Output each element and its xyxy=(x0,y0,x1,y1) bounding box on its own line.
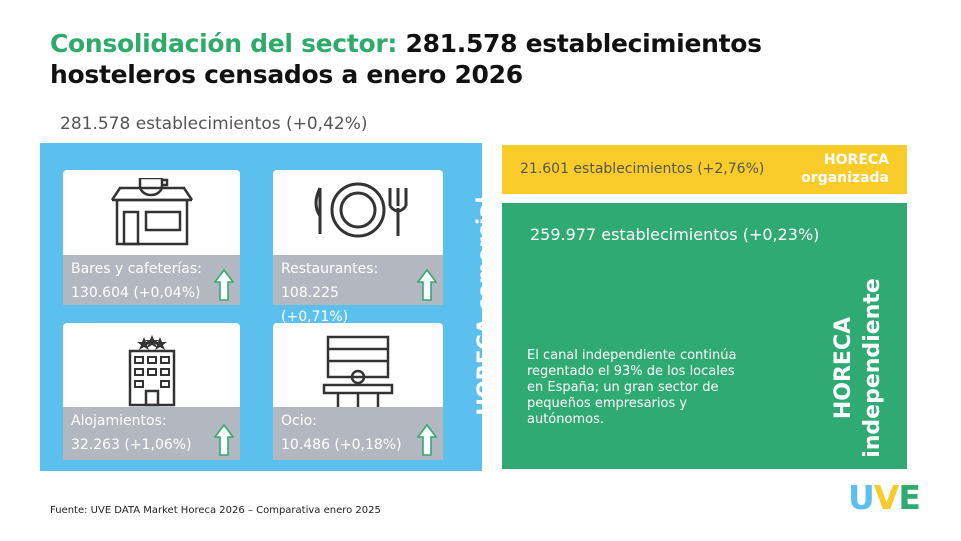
organizada-value: 21.601 establecimientos (+2,76%) xyxy=(520,161,765,177)
total: 281.578 establecimientos (+0,42%) xyxy=(60,114,368,134)
up-arrow xyxy=(417,269,437,301)
independiente-note: El canal independiente continúa regentad… xyxy=(527,348,737,427)
category-card: Bares y cafeterías: 130.604 (+0,04%) xyxy=(63,170,240,305)
independiente-label-line: HORECA xyxy=(831,316,856,420)
independiente-label: HORECA independiente xyxy=(829,253,889,483)
organizada-label-line: organizada xyxy=(801,170,889,186)
independiente-label-line: independiente xyxy=(860,278,885,458)
title-highlight: Consolidación del sector: xyxy=(50,29,398,58)
category-label-box: Ocio: 10.486 (+0,18%) xyxy=(273,407,418,460)
category-value: 10.486 (+0,18%) xyxy=(281,437,402,453)
category-icon xyxy=(314,182,408,238)
category-value: 32.263 (+1,06%) xyxy=(71,437,192,453)
category-value: 108.225 (+0,71%) xyxy=(281,285,349,325)
category-label: Bares y cafeterías: xyxy=(71,261,202,277)
up-arrow xyxy=(214,424,234,456)
logo-letter: E xyxy=(898,478,921,517)
category-card: Ocio: 10.486 (+0,18%) xyxy=(273,323,443,460)
source: Fuente: UVE DATA Market Horeca 2026 – Co… xyxy=(50,505,381,516)
independiente-value: 259.977 establecimientos (+0,23%) xyxy=(530,225,820,244)
category-label: Ocio: xyxy=(281,413,317,429)
comercial-label: HORECA comercial xyxy=(473,196,497,416)
category-icon xyxy=(128,335,175,407)
category-card: Alojamientos: 32.263 (+1,06%) xyxy=(63,323,240,460)
title: Consolidación del sector: 281.578 establ… xyxy=(50,28,910,90)
logo-letter: V xyxy=(873,478,900,517)
independiente-panel: 259.977 establecimientos (+0,23%) El can… xyxy=(502,203,907,469)
category-icon xyxy=(322,335,394,407)
category-icon xyxy=(110,178,193,246)
category-label: Restaurantes: xyxy=(281,261,379,277)
category-label-box: Bares y cafeterías: 130.604 (+0,04%) xyxy=(63,255,215,305)
organizada-label: HORECA organizada xyxy=(801,151,889,187)
title-rest: 281.578 establecimientos hosteleros cens… xyxy=(50,29,762,89)
category-value: 130.604 (+0,04%) xyxy=(71,285,201,301)
up-arrow xyxy=(417,424,437,456)
organizada-label-line: HORECA xyxy=(823,152,889,168)
category-label-box: Restaurantes: 108.225 (+0,71%) xyxy=(273,255,418,325)
up-arrow xyxy=(214,269,234,301)
category-label: Alojamientos: xyxy=(71,413,167,429)
logo-letter: U xyxy=(848,478,875,517)
category-card: Restaurantes: 108.225 (+0,71%) xyxy=(273,170,443,325)
logo: UVE xyxy=(848,478,921,517)
category-label-box: Alojamientos: 32.263 (+1,06%) xyxy=(63,407,215,460)
organizada-panel: 21.601 establecimientos (+2,76%) HORECA … xyxy=(502,145,907,194)
